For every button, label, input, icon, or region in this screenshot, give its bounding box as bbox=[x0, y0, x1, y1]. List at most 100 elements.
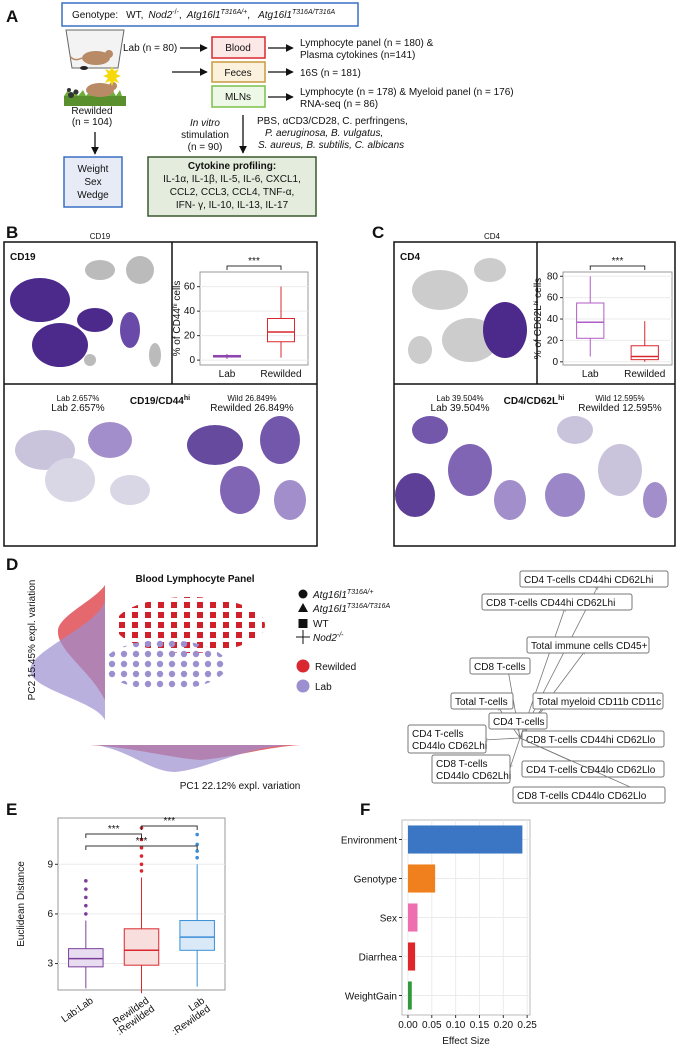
y-tick-label: 3 bbox=[47, 959, 53, 970]
x-tick-label: 0.10 bbox=[446, 1020, 466, 1031]
loading-box bbox=[488, 712, 548, 730]
output-label: Plasma cytokines (n=141) bbox=[300, 50, 415, 61]
y-tick-label: 20 bbox=[547, 335, 559, 346]
outlier bbox=[84, 879, 88, 883]
loading-label: CD44lo CD62Lhi bbox=[412, 741, 487, 752]
loading-label: CD4 T-cells bbox=[493, 717, 545, 728]
legend-swatch bbox=[296, 679, 310, 693]
lab-percent: Lab 39.504% bbox=[431, 403, 490, 414]
box bbox=[179, 920, 215, 951]
box bbox=[267, 318, 295, 343]
loading-box bbox=[532, 692, 664, 710]
significance-label: *** bbox=[163, 816, 175, 827]
metadata-label: Sex bbox=[84, 177, 101, 188]
outlier bbox=[139, 845, 144, 850]
cytokine-box bbox=[147, 156, 317, 217]
box-chart: 3 6 9 Lab:Lab Rewilded:Rewilded Lab:Rewilded E… bbox=[16, 816, 226, 1038]
legend-swatch bbox=[296, 659, 310, 673]
x-tick-label: Lab bbox=[582, 369, 599, 380]
box-chart: 0 20 40 60 Lab Rewilded % of CD44hi cells *** bbox=[172, 256, 309, 380]
loading-box bbox=[512, 786, 666, 804]
loading-label: CD8 T-cells bbox=[474, 662, 526, 673]
lab-mouse-icon bbox=[65, 29, 125, 69]
panel-d: D Blood Lymphocyte Panel PC2 15.45% expl… bbox=[6, 555, 669, 804]
panel-letter: D bbox=[6, 555, 18, 574]
significance-label: *** bbox=[248, 256, 260, 267]
stimulation-label: (n = 90) bbox=[188, 142, 223, 153]
outlier bbox=[139, 837, 144, 842]
metadata-label: Weight bbox=[78, 164, 109, 175]
rewilded-mouse-icon bbox=[64, 66, 126, 106]
gate-label: CD19/CD44hi bbox=[130, 395, 190, 407]
lab-label: Lab (n = 80) bbox=[123, 43, 177, 54]
gate-label: CD4/CD62Lhi bbox=[504, 395, 565, 407]
genotype-box bbox=[61, 2, 359, 27]
box-chart: 0 20 40 60 80 Lab Rewilded % of CD62Lhi cells **… bbox=[533, 256, 673, 380]
y-tick-label: Sex bbox=[380, 914, 397, 925]
x-tick-label: 0.15 bbox=[470, 1020, 490, 1031]
loading-box bbox=[407, 724, 487, 754]
y-tick-label: Diarrhea bbox=[359, 953, 398, 964]
cytokine-line: CCL2, CCL3, CCL4, TNF-α, bbox=[170, 187, 295, 198]
bar bbox=[407, 864, 436, 893]
legend-label: Lab bbox=[315, 682, 332, 693]
chart-title: Blood Lymphocyte Panel bbox=[135, 574, 254, 585]
outlier bbox=[139, 854, 144, 858]
panel-letter: C bbox=[372, 223, 384, 242]
svg-text:WT: WT bbox=[313, 619, 329, 630]
loading-label: Total T-cells bbox=[455, 697, 508, 708]
box bbox=[123, 928, 160, 966]
y-axis-label: Euclidean Distance bbox=[16, 861, 27, 947]
loading-arrow bbox=[510, 737, 521, 768]
outlier bbox=[195, 832, 199, 837]
plot-background bbox=[562, 271, 673, 366]
x-tick-label: 0.00 bbox=[398, 1020, 418, 1031]
metadata-label: Wedge bbox=[77, 190, 109, 201]
outlier bbox=[139, 862, 144, 867]
cytokine-line: IL-1α, IL-1β, IL-5, IL-6, CXCL1, bbox=[163, 174, 301, 185]
umap-title: CD19 bbox=[90, 232, 111, 241]
outlier bbox=[195, 849, 199, 853]
loading-label: CD44lo CD62Lhi bbox=[436, 771, 511, 782]
panel-c: C CD4 CD4 CD4/CD62Lhi Lab 39.504% Lab 39… bbox=[372, 223, 676, 547]
lab-percent-small: Lab 39.504% bbox=[436, 394, 483, 403]
umap bbox=[10, 256, 161, 367]
box bbox=[576, 302, 605, 339]
outlier bbox=[195, 842, 199, 847]
panel-b: B CD19 CD19 CD19/CD44hi Lab 2.657% Lab 2… bbox=[3, 223, 318, 547]
stimuli-label: PBS, αCD3/CD28, C. perfringens, bbox=[257, 116, 408, 127]
x-axis-label: PC1 22.12% expl. variation bbox=[180, 781, 301, 792]
label-part: cells bbox=[172, 281, 183, 304]
output-label: RNA-seq (n = 86) bbox=[300, 99, 378, 110]
loading-label: CD4 T-cells bbox=[412, 729, 464, 740]
rewilded-label: Rewilded bbox=[71, 106, 112, 117]
y-axis-label: % of CD44hi cells bbox=[172, 281, 183, 357]
wild-percent-small: Wild 26.849% bbox=[227, 394, 276, 403]
rewilded-percent: Rewilded 26.849% bbox=[210, 403, 293, 414]
legend: Atg16l1T316A/+ Atg16l1T316A/T316A WT Nod… bbox=[296, 589, 390, 644]
panel-frame bbox=[3, 241, 318, 547]
significance-bracket bbox=[85, 845, 198, 850]
bar bbox=[407, 942, 416, 971]
y-tick-label: 60 bbox=[547, 293, 559, 304]
stimulation-label: In vitro bbox=[190, 118, 220, 129]
label-sup: hi bbox=[173, 303, 179, 308]
x-tick-label: Rewilded bbox=[624, 369, 665, 380]
rewilded-percent: Rewilded 12.595% bbox=[578, 403, 661, 414]
bar bbox=[407, 981, 412, 1010]
output-label: 16S (n = 181) bbox=[300, 68, 361, 79]
svg-text:Atg16l1T316A/+: Atg16l1T316A/+ bbox=[312, 589, 374, 601]
y-tick-label: 6 bbox=[47, 909, 53, 920]
y-tick-label: 0 bbox=[552, 357, 558, 368]
x-tick-line: Lab:Lab bbox=[60, 995, 96, 1025]
panel-letter: B bbox=[6, 223, 18, 242]
x-tick-label: Rewilded bbox=[260, 369, 301, 380]
panel-letter: A bbox=[6, 7, 18, 26]
svg-text:Atg16l1T316A/T316A: Atg16l1T316A/T316A bbox=[312, 603, 390, 615]
y-axis-label: % of CD62Lhi cells bbox=[533, 278, 544, 359]
outlier bbox=[84, 887, 88, 891]
significance-bracket bbox=[589, 265, 646, 270]
genotype-text: Genotype: WT, Nod2-/-, Atg16l1T316A/+, Atg16… bbox=[72, 9, 336, 21]
bar bbox=[407, 903, 418, 932]
